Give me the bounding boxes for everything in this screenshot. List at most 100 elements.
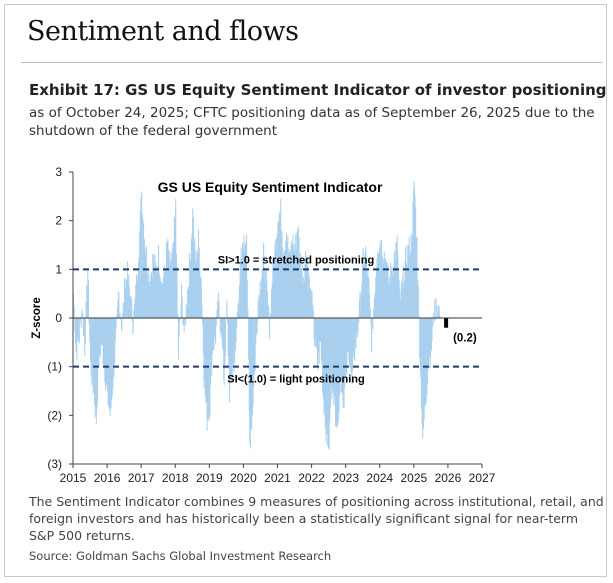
bar xyxy=(293,251,295,318)
bar xyxy=(421,318,423,424)
bar xyxy=(255,318,257,335)
bar xyxy=(422,318,424,429)
bar xyxy=(124,289,126,318)
latest-value-label: (0.2) xyxy=(453,333,477,345)
bar xyxy=(116,306,118,318)
bar xyxy=(102,318,104,365)
bar xyxy=(238,285,240,318)
bar xyxy=(82,318,84,337)
bar xyxy=(309,290,311,318)
bar xyxy=(280,199,282,318)
bar xyxy=(389,286,391,318)
x-tick-label: 2018 xyxy=(162,471,189,485)
bar xyxy=(397,254,399,318)
bar xyxy=(414,195,416,318)
bar xyxy=(303,281,305,318)
bar xyxy=(127,280,129,318)
bar xyxy=(242,242,243,318)
bar xyxy=(84,318,86,343)
bar xyxy=(81,309,83,318)
bar xyxy=(287,252,289,318)
bar xyxy=(108,318,110,407)
bar xyxy=(408,245,410,318)
bar xyxy=(181,297,183,318)
bar xyxy=(263,244,265,318)
bar xyxy=(190,260,192,318)
bar xyxy=(270,289,272,318)
bar xyxy=(131,318,133,323)
bar xyxy=(349,318,351,369)
bar xyxy=(208,318,210,413)
bar xyxy=(222,318,224,350)
bar xyxy=(103,318,105,369)
bar xyxy=(118,313,120,318)
bar xyxy=(294,250,296,318)
bar xyxy=(229,318,231,378)
bar xyxy=(157,270,159,318)
bar xyxy=(307,265,309,318)
bar xyxy=(295,234,297,318)
bar xyxy=(377,253,379,318)
bar xyxy=(395,242,397,318)
bar xyxy=(352,318,354,371)
bar xyxy=(378,251,380,318)
bar xyxy=(266,291,268,318)
bar xyxy=(420,318,422,410)
bar xyxy=(409,256,411,318)
bar xyxy=(110,318,112,409)
bar xyxy=(188,286,190,318)
bar xyxy=(328,318,330,450)
x-tick-label: 2025 xyxy=(400,471,427,485)
bar xyxy=(260,290,262,318)
bar xyxy=(387,265,389,318)
bar xyxy=(290,255,292,318)
bar xyxy=(319,318,321,342)
bar xyxy=(80,318,82,328)
bar xyxy=(145,253,147,318)
bar xyxy=(77,318,79,341)
bar xyxy=(411,236,413,318)
bar xyxy=(329,318,331,423)
bar xyxy=(212,318,214,350)
bar xyxy=(363,266,365,318)
bar xyxy=(187,286,189,318)
bar xyxy=(436,305,438,318)
bar xyxy=(375,276,377,318)
bar xyxy=(308,276,310,318)
x-tick-label: 2027 xyxy=(469,471,496,485)
bar xyxy=(435,298,437,318)
bar xyxy=(203,318,205,389)
bar xyxy=(175,253,177,318)
bar xyxy=(339,318,341,374)
bar xyxy=(116,315,118,318)
bar xyxy=(411,249,413,318)
bar xyxy=(334,318,336,407)
bar xyxy=(396,248,398,318)
bar xyxy=(221,318,223,349)
bar xyxy=(348,318,350,361)
bar xyxy=(261,278,263,318)
bar xyxy=(410,251,412,318)
bar xyxy=(344,318,346,378)
bar xyxy=(314,318,316,346)
bar xyxy=(433,318,435,323)
bar xyxy=(321,318,323,365)
bar xyxy=(202,318,204,354)
bar xyxy=(330,318,332,399)
exhibit-title: Exhibit 17: GS US Equity Sentiment Indic… xyxy=(29,81,607,99)
bar xyxy=(87,280,89,318)
bar xyxy=(198,247,200,318)
bar xyxy=(158,273,160,318)
bar xyxy=(126,261,128,318)
bar xyxy=(286,232,288,318)
bar xyxy=(415,238,417,318)
bar xyxy=(183,318,185,326)
bar xyxy=(211,318,213,377)
bar xyxy=(250,318,252,430)
bar xyxy=(83,318,85,335)
bar xyxy=(164,273,165,318)
bar xyxy=(81,315,83,318)
bar xyxy=(133,303,135,318)
bar xyxy=(201,305,203,318)
bar xyxy=(129,295,131,318)
